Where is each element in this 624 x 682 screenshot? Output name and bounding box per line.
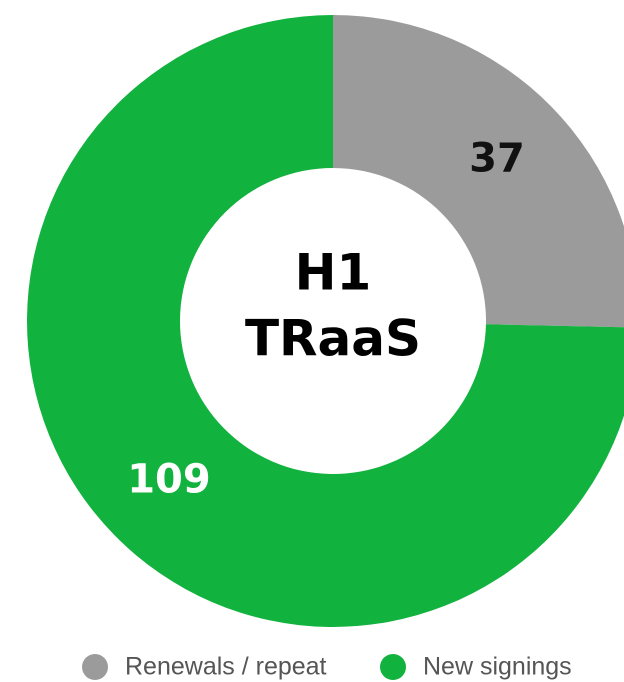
donut-slice [333, 15, 624, 328]
donut-slice [27, 15, 624, 627]
legend-label: Renewals / repeat [125, 653, 327, 681]
legend-label: New signings [423, 653, 572, 681]
legend-marker [380, 654, 406, 680]
center-text: TRaaS [245, 310, 421, 368]
center-text: H1 [295, 244, 372, 302]
data-label: 37 [469, 135, 525, 181]
data-label: 109 [127, 457, 211, 503]
legend-marker [82, 654, 108, 680]
